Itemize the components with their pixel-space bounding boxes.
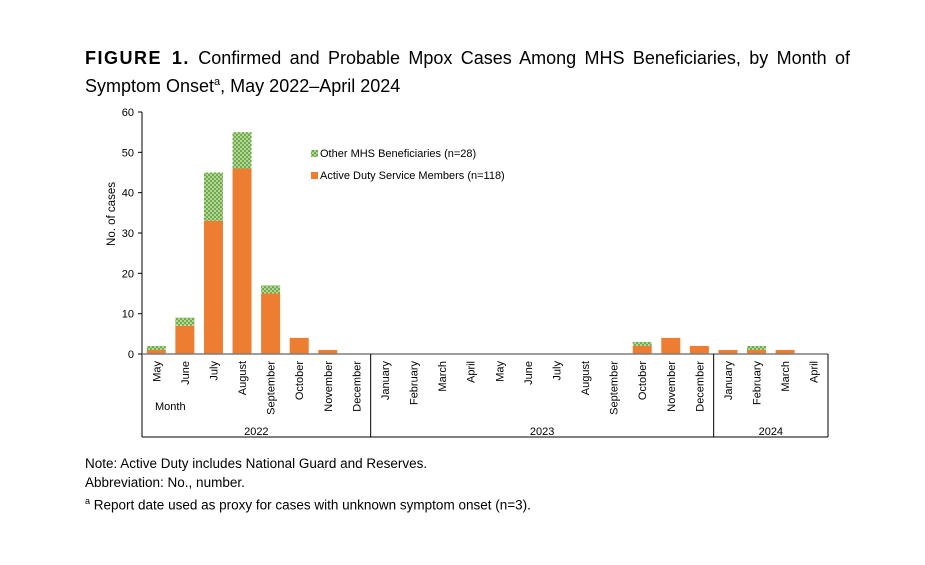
legend-label-active: Active Duty Service Members (n=118) <box>320 170 505 182</box>
bar-active-duty <box>632 345 652 354</box>
bar-other-beneficiaries <box>747 345 767 350</box>
footnote-marker: a <box>85 496 91 506</box>
bar-active-duty <box>318 349 338 354</box>
x-tick-label: February <box>752 361 764 406</box>
x-tick-label: July <box>551 361 563 381</box>
y-tick-label: 20 <box>122 268 134 280</box>
y-tick-label: 50 <box>122 147 134 159</box>
notes: Note: Active Duty includes National Guar… <box>85 454 531 515</box>
bar-active-duty <box>232 168 252 354</box>
y-tick-label: 60 <box>122 107 134 119</box>
title-suffix: , May 2022–April 2024 <box>220 76 401 96</box>
x-tick-label: September <box>266 361 278 415</box>
bar-other-beneficiaries <box>632 341 652 346</box>
bar-other-beneficiaries <box>261 285 281 294</box>
note-text: Note: Active Duty includes National Guar… <box>85 456 428 471</box>
x-tick-label: May <box>494 361 506 382</box>
x-tick-label: December <box>694 361 706 412</box>
bar-active-duty <box>261 293 281 354</box>
bar-active-duty <box>747 349 767 354</box>
x-tick-label: June <box>523 361 535 385</box>
y-axis-label: No. of cases <box>106 182 118 246</box>
y-tick-label: 0 <box>128 349 134 361</box>
bar-active-duty <box>289 337 309 354</box>
x-tick-label: March <box>780 361 792 392</box>
legend: Other MHS Beneficiaries (n=28) Active Du… <box>311 148 505 182</box>
bar-active-duty <box>718 349 738 354</box>
x-axis-label: Month <box>155 401 186 413</box>
x-tick-label: August <box>580 361 592 395</box>
x-tick-label: October <box>294 361 306 400</box>
bar-other-beneficiaries <box>232 132 252 169</box>
bar-active-duty <box>661 337 681 354</box>
bar-active-duty <box>203 220 223 354</box>
year-label: 2023 <box>530 426 554 438</box>
y-tick-label: 10 <box>122 309 134 321</box>
legend-swatch-other <box>311 150 318 157</box>
x-tick-label: January <box>380 361 392 401</box>
x-tick-label: January <box>723 361 735 401</box>
bar-active-duty <box>146 349 166 354</box>
year-label: 2022 <box>244 426 268 438</box>
bar-active-duty <box>689 345 709 354</box>
y-tick-label: 40 <box>122 188 134 200</box>
x-tick-label: August <box>237 361 249 395</box>
bar-other-beneficiaries <box>146 345 166 350</box>
x-tick-label: April <box>466 361 478 383</box>
bar-active-duty <box>175 325 195 354</box>
x-tick-label: September <box>609 361 621 415</box>
x-tick-label: April <box>809 361 821 383</box>
legend-swatch-active <box>311 172 318 179</box>
bar-active-duty <box>775 349 795 354</box>
x-tick-label: July <box>208 361 220 381</box>
x-tick-label: February <box>409 361 421 406</box>
figure-label: FIGURE 1. <box>85 48 190 68</box>
x-tick-label: May <box>151 361 163 382</box>
bar-other-beneficiaries <box>175 317 195 326</box>
x-tick-label: December <box>351 361 363 412</box>
x-tick-label: November <box>323 361 335 412</box>
x-tick-label: October <box>637 361 649 400</box>
year-label: 2024 <box>759 426 783 438</box>
title-text: Confirmed and Probable Mpox Cases Among … <box>85 48 850 96</box>
title-superscript: a <box>214 76 221 88</box>
footnote-text: Report date used as proxy for cases with… <box>90 497 531 513</box>
x-tick-label: June <box>180 361 192 385</box>
y-tick-label: 30 <box>122 228 134 240</box>
abbreviation-text: Abbreviation: No., number. <box>85 475 245 490</box>
bar-other-beneficiaries <box>203 172 223 221</box>
legend-label-other: Other MHS Beneficiaries (n=28) <box>320 148 476 160</box>
x-tick-label: March <box>437 361 449 392</box>
figure-title: FIGURE 1. Confirmed and Probable Mpox Ca… <box>85 46 850 98</box>
x-tick-label: November <box>666 361 678 412</box>
